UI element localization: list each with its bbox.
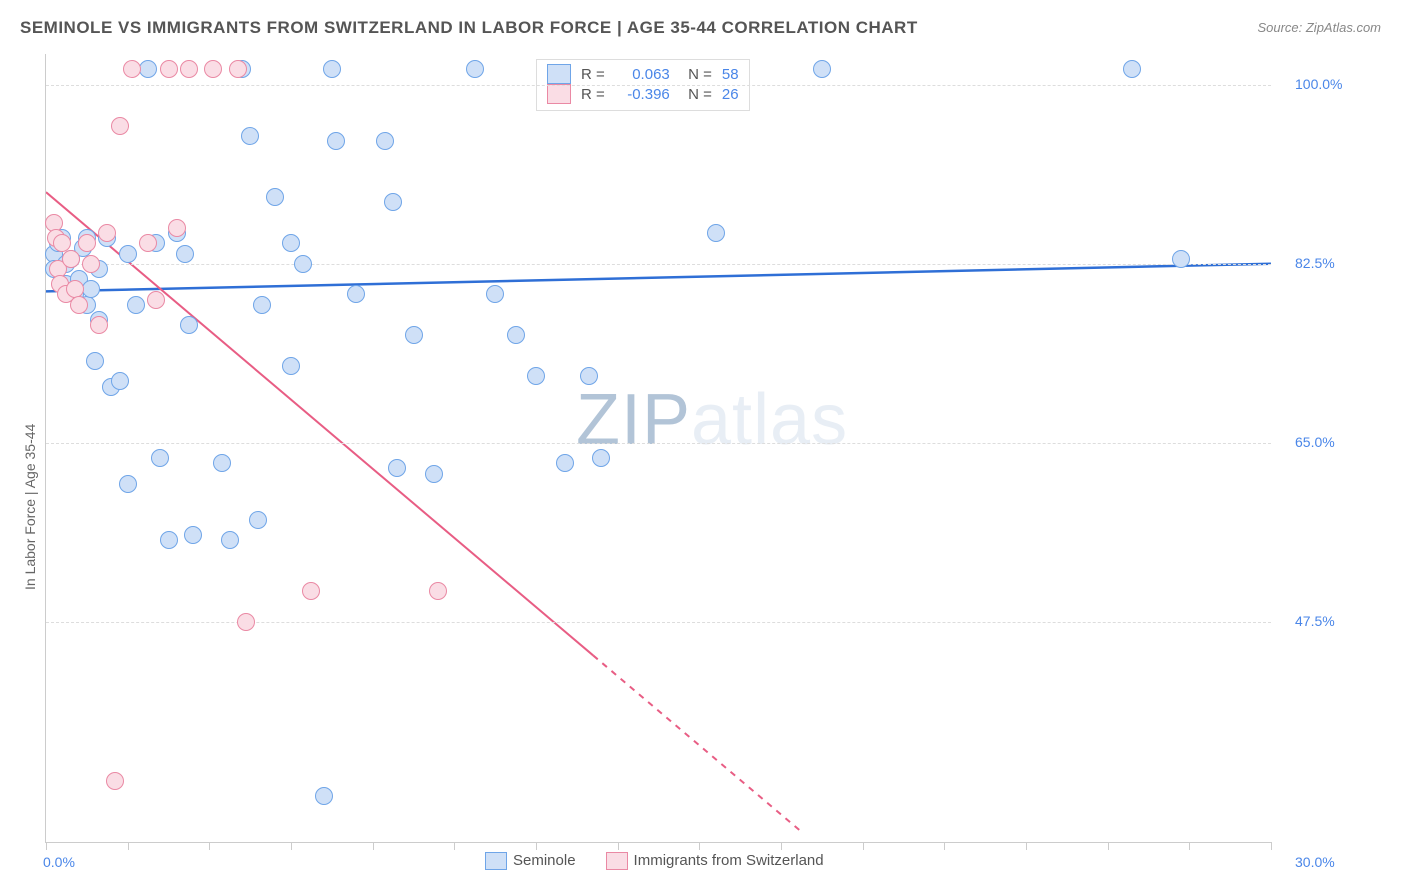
gridline: [46, 622, 1271, 623]
x-tick: [1108, 842, 1109, 850]
x-tick: [209, 842, 210, 850]
data-point: [707, 224, 725, 242]
data-point: [315, 787, 333, 805]
data-point: [147, 291, 165, 309]
trend-line-dashed: [593, 655, 801, 831]
trend-line: [46, 264, 1271, 292]
gridline: [46, 85, 1271, 86]
data-point: [111, 117, 129, 135]
y-tick-label: 100.0%: [1295, 76, 1342, 92]
data-point: [241, 127, 259, 145]
x-tick: [1189, 842, 1190, 850]
data-point: [221, 531, 239, 549]
legend-r-value: 0.063: [615, 66, 670, 83]
data-point: [556, 454, 574, 472]
x-tick: [128, 842, 129, 850]
data-point: [184, 526, 202, 544]
data-point: [213, 454, 231, 472]
data-point: [168, 219, 186, 237]
x-tick: [46, 842, 47, 850]
plot-area: ZIPatlas R =0.063 N =58R =-0.396 N =26: [45, 54, 1271, 843]
data-point: [119, 245, 137, 263]
data-point: [62, 250, 80, 268]
legend-n-label: N =: [680, 66, 712, 83]
y-tick-label: 65.0%: [1295, 434, 1335, 450]
data-point: [425, 465, 443, 483]
y-axis-label: In Labor Force | Age 35-44: [22, 424, 38, 590]
legend-item: Seminole: [485, 852, 576, 870]
x-tick: [699, 842, 700, 850]
legend-row: R = 0.063 N = 58: [547, 64, 739, 84]
data-point: [282, 357, 300, 375]
data-point: [176, 245, 194, 263]
x-axis-min-label: 0.0%: [43, 854, 75, 870]
data-point: [86, 352, 104, 370]
x-tick: [1026, 842, 1027, 850]
series-legend: Seminole Immigrants from Switzerland: [485, 852, 824, 870]
legend-swatch: [547, 64, 571, 84]
x-tick: [944, 842, 945, 850]
legend-swatch: [485, 852, 507, 870]
data-point: [82, 255, 100, 273]
legend-r-value: -0.396: [615, 86, 670, 103]
data-point: [127, 296, 145, 314]
x-axis-max-label: 30.0%: [1295, 854, 1335, 870]
data-point: [466, 60, 484, 78]
legend-swatch: [547, 84, 571, 104]
data-point: [111, 372, 129, 390]
legend-n-value: 58: [722, 66, 739, 83]
data-point: [119, 475, 137, 493]
x-tick: [373, 842, 374, 850]
legend-row: R = -0.396 N = 26: [547, 84, 739, 104]
legend-series-name: Seminole: [513, 852, 576, 869]
data-point: [237, 613, 255, 631]
data-point: [106, 772, 124, 790]
data-point: [266, 188, 284, 206]
x-tick: [863, 842, 864, 850]
data-point: [160, 531, 178, 549]
x-tick: [291, 842, 292, 850]
x-tick: [536, 842, 537, 850]
data-point: [405, 326, 423, 344]
gridline: [46, 443, 1271, 444]
y-tick-label: 82.5%: [1295, 255, 1335, 271]
legend-r-label: R =: [581, 66, 605, 83]
data-point: [327, 132, 345, 150]
x-tick: [1271, 842, 1272, 850]
legend-n-value: 26: [722, 86, 739, 103]
chart-title: SEMINOLE VS IMMIGRANTS FROM SWITZERLAND …: [20, 18, 918, 38]
source-label: Source: ZipAtlas.com: [1257, 20, 1381, 35]
data-point: [249, 511, 267, 529]
legend-series-name: Immigrants from Switzerland: [634, 852, 824, 869]
legend-n-label: N =: [680, 86, 712, 103]
chart-container: SEMINOLE VS IMMIGRANTS FROM SWITZERLAND …: [0, 0, 1406, 892]
data-point: [376, 132, 394, 150]
x-tick: [618, 842, 619, 850]
data-point: [70, 296, 88, 314]
x-tick: [454, 842, 455, 850]
data-point: [507, 326, 525, 344]
data-point: [123, 60, 141, 78]
trend-lines-layer: [46, 54, 1271, 842]
data-point: [180, 316, 198, 334]
data-point: [294, 255, 312, 273]
data-point: [160, 60, 178, 78]
y-tick-label: 47.5%: [1295, 613, 1335, 629]
legend-r-label: R =: [581, 86, 605, 103]
x-tick: [781, 842, 782, 850]
gridline: [46, 264, 1271, 265]
legend-item: Immigrants from Switzerland: [606, 852, 824, 870]
legend-swatch: [606, 852, 628, 870]
data-point: [1172, 250, 1190, 268]
